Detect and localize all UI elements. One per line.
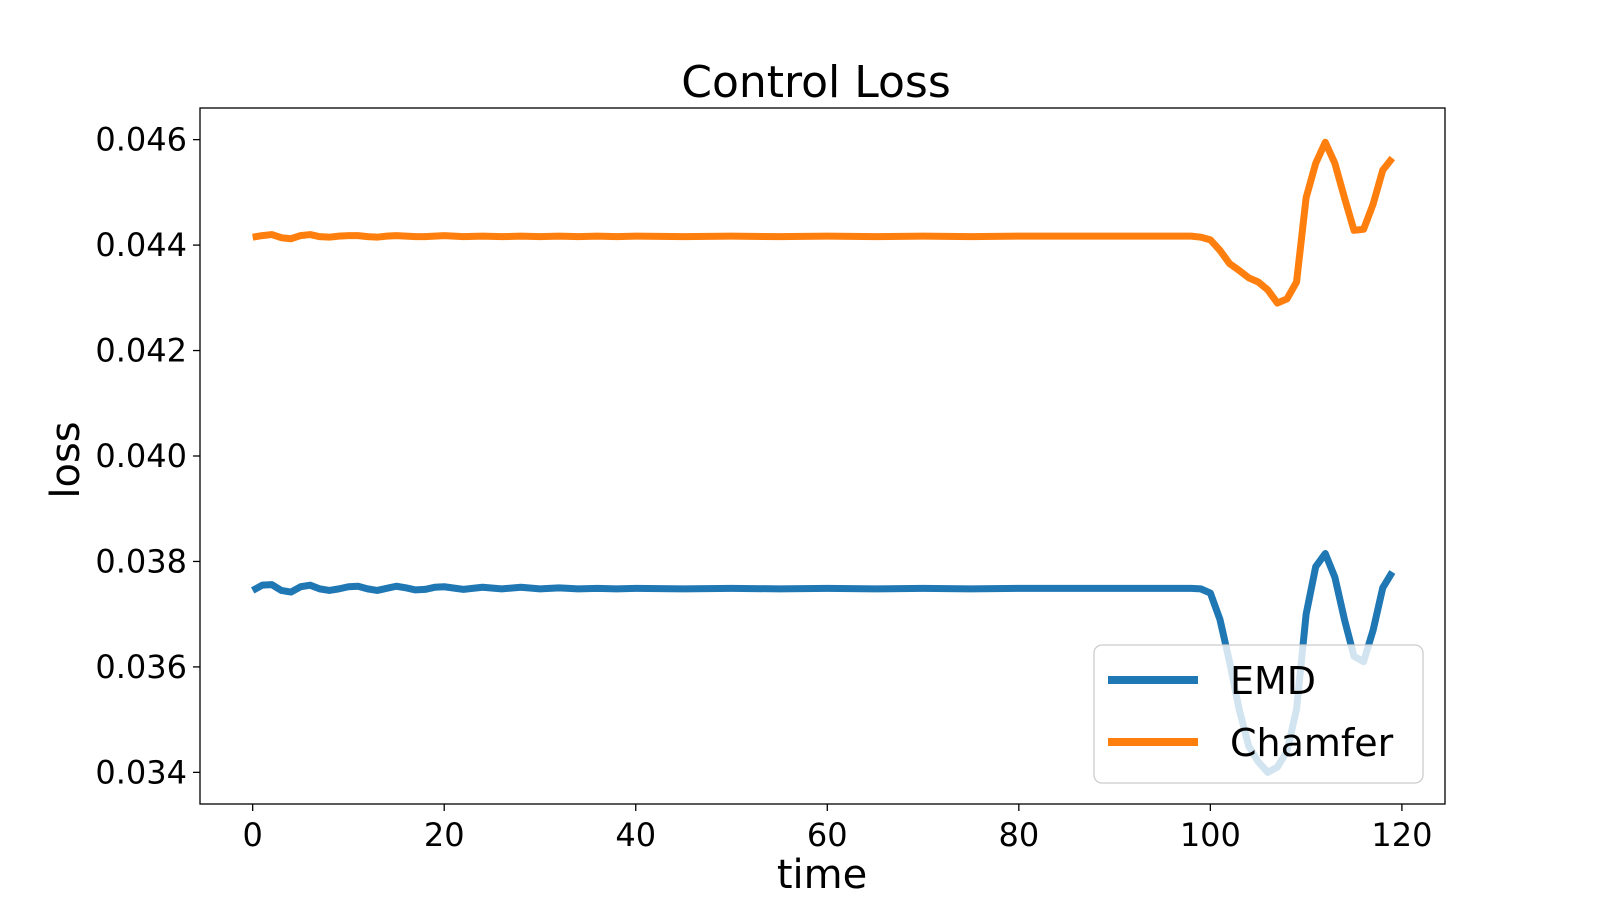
- legend-label-emd: EMD: [1230, 659, 1316, 703]
- x-tick-label: 100: [1180, 816, 1241, 854]
- legend-label-chamfer: Chamfer: [1230, 721, 1394, 765]
- y-axis-label: loss: [43, 421, 89, 498]
- x-tick-label: 80: [998, 816, 1039, 854]
- x-tick-label: 0: [242, 816, 262, 854]
- y-tick-label: 0.040: [95, 437, 187, 475]
- y-tick-label: 0.038: [95, 542, 187, 580]
- y-tick-label: 0.036: [95, 648, 187, 686]
- y-tick-label: 0.044: [95, 226, 187, 264]
- x-tick-label: 120: [1371, 816, 1432, 854]
- legend: EMD Chamfer: [1093, 644, 1424, 784]
- y-tick-label: 0.046: [95, 121, 187, 159]
- x-tick-label: 20: [424, 816, 465, 854]
- x-axis-ticks: 0 20 40 60 80 100 120: [242, 804, 1432, 854]
- series-line-chamfer: [252, 138, 1396, 307]
- y-axis-ticks: 0.034 0.036 0.038 0.040 0.042 0.044 0.046: [95, 121, 200, 791]
- chart-title: Control Loss: [681, 57, 951, 108]
- y-tick-label: 0.042: [95, 332, 187, 370]
- x-axis-label: time: [777, 852, 867, 898]
- y-tick-label: 0.034: [95, 753, 187, 791]
- x-tick-label: 60: [807, 816, 848, 854]
- x-tick-label: 40: [615, 816, 656, 854]
